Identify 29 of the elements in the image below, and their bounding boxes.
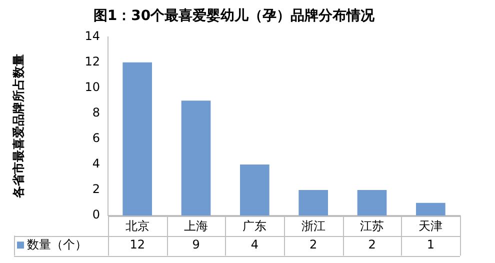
bar [181, 100, 211, 216]
bar [416, 202, 446, 216]
chart-title: 图1：30个最喜爱婴幼儿（孕）品牌分布情况 [93, 7, 376, 24]
y-tick-label: 0 [92, 208, 100, 222]
y-axis-title: 各省市最喜爱品牌所占数量 [11, 54, 26, 200]
y-tick-label: 12 [84, 54, 100, 68]
bar [122, 62, 152, 216]
y-tick-label: 6 [92, 131, 100, 146]
bar [298, 190, 328, 216]
y-tick-label: 2 [92, 182, 100, 196]
x-tick-label: 江苏 [360, 218, 384, 233]
data-label: 4 [250, 238, 258, 252]
x-tick-label: 浙江 [301, 218, 326, 233]
data-label: 1 [426, 238, 434, 252]
x-tick-label: 北京 [125, 218, 150, 233]
bar [240, 164, 270, 216]
data-label: 2 [310, 238, 318, 252]
data-label: 9 [192, 238, 200, 252]
y-tick-label: 14 [84, 28, 100, 43]
x-tick-label: 广东 [242, 218, 267, 233]
x-tick-label: 天津 [418, 218, 443, 233]
bar [357, 190, 387, 216]
y-tick-label: 4 [92, 156, 100, 171]
y-tick-label: 8 [92, 106, 100, 120]
x-tick-label: 上海 [184, 218, 208, 233]
legend-label: 数量（个） [27, 238, 87, 252]
data-label: 2 [368, 238, 376, 252]
data-label: 12 [130, 238, 145, 252]
y-tick-label: 10 [84, 80, 100, 94]
